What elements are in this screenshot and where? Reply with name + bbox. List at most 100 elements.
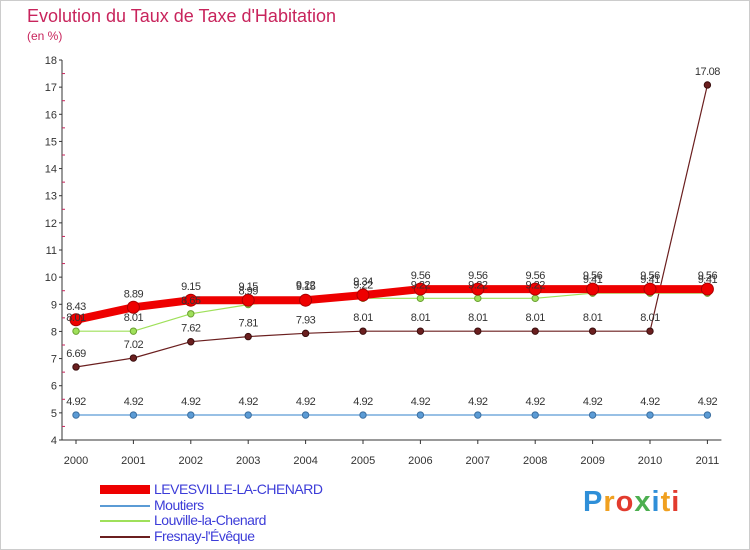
data-label: 4.92 [66, 396, 86, 408]
data-point [69, 313, 83, 327]
data-point [588, 327, 597, 335]
data-point [416, 327, 425, 335]
y-tick-label: 5 [51, 408, 57, 420]
data-label: 9.15 [296, 281, 316, 293]
data-label: 4.92 [698, 396, 718, 408]
tick-labels: 4 5 6 7 8 9 10 11 12 13 14 15 16 17 18 2000 2001 2002 2003… [45, 55, 719, 467]
data-label: 4.92 [411, 396, 431, 408]
data-point [126, 300, 140, 314]
logo-letter: P [583, 486, 604, 518]
data-label: 9.41 [583, 274, 603, 286]
data-point [299, 293, 313, 307]
data-label: 4.92 [468, 396, 488, 408]
unit-label: (en %) [27, 29, 63, 43]
data-label: 4.92 [525, 396, 545, 408]
data-label: 8.01 [411, 312, 431, 324]
data-point [129, 354, 138, 362]
data-label: 8.43 [66, 301, 86, 313]
data-point [72, 363, 80, 371]
data-point [703, 411, 712, 419]
data-label: 8.89 [124, 288, 144, 300]
data-label: 8.01 [468, 312, 488, 324]
legend-swatch [100, 520, 150, 523]
data-point [531, 327, 539, 335]
data-point [646, 327, 654, 335]
x-tick-label: 2009 [580, 455, 604, 467]
data-label: 9.22 [525, 279, 545, 291]
data-label: 4.92 [238, 396, 258, 408]
data-label: 7.93 [296, 314, 316, 326]
data-point [184, 293, 198, 307]
data-point [474, 327, 482, 335]
data-label: 7.81 [238, 318, 258, 330]
logo-letter: i [651, 486, 661, 518]
data-label: 9.15 [181, 281, 201, 293]
data-point [187, 338, 195, 346]
data-label: 8.01 [525, 312, 545, 324]
data-label: 9.56 [583, 270, 603, 282]
data-point [72, 327, 80, 335]
data-label: 8.01 [353, 312, 373, 324]
y-tick-label: 6 [51, 381, 57, 393]
data-label: 9.56 [468, 270, 488, 282]
x-tick-label: 2008 [523, 455, 547, 467]
data-point [531, 294, 539, 303]
logo-letter: r [603, 486, 616, 518]
data-label: 9.56 [411, 270, 431, 282]
y-tick-label: 11 [46, 245, 57, 257]
data-point [474, 411, 482, 419]
data-label: 7.02 [124, 339, 144, 351]
legend-label: Moutiers [154, 496, 204, 513]
data-point [416, 294, 425, 303]
y-tick-label: 18 [45, 55, 57, 67]
y-tick-label: 7 [51, 354, 57, 366]
series-line [75, 292, 708, 332]
data-label: 9.22 [411, 279, 431, 291]
data-label: 4.92 [296, 396, 316, 408]
data-point [244, 411, 252, 419]
x-tick-label: 2004 [293, 455, 317, 467]
y-tick-label: 16 [45, 109, 57, 121]
series-lines [72, 84, 712, 416]
y-tick-label: 12 [45, 218, 57, 230]
data-point [359, 411, 367, 419]
chart-title: Evolution du Taux de Taxe d'Habitation [27, 6, 336, 26]
data-label: 4.92 [640, 396, 660, 408]
data-label: 4.92 [353, 396, 373, 408]
data-label: 9.56 [640, 270, 660, 282]
legend-label: LEVESVILLE-LA-CHENARD [154, 481, 323, 497]
data-label: 17.08 [695, 66, 720, 78]
series-line [72, 285, 712, 324]
data-point [72, 411, 80, 419]
x-tick-label: 2007 [466, 455, 490, 467]
legend-label: Fresnay-l'Évêque [154, 527, 255, 544]
data-label: 9.41 [640, 274, 660, 286]
data-label: 9.22 [468, 279, 488, 291]
x-tick-label: 2010 [638, 455, 662, 467]
data-point [359, 327, 367, 335]
y-tick-label: 10 [45, 272, 57, 284]
data-label: 9.56 [698, 270, 718, 282]
data-point [241, 293, 255, 307]
x-tick-label: 2006 [408, 455, 432, 467]
data-label: 7.62 [181, 323, 201, 335]
data-label: 6.69 [66, 348, 86, 360]
logo-letter: x [634, 486, 652, 518]
data-point [187, 310, 195, 318]
y-tick-label: 13 [45, 191, 57, 203]
data-label: 4.92 [124, 396, 144, 408]
proxiti-logo: Proxiti [583, 486, 680, 519]
data-point [703, 81, 712, 89]
data-point [301, 411, 310, 419]
x-tick-label: 2001 [121, 455, 145, 467]
data-point [528, 282, 542, 296]
data-point [588, 411, 597, 419]
data-label: 8.01 [640, 312, 660, 324]
x-tick-label: 2003 [236, 455, 260, 467]
data-point [356, 288, 370, 302]
x-tick-label: 2002 [179, 455, 203, 467]
data-point [301, 329, 310, 338]
x-tick-label: 2011 [696, 455, 720, 467]
